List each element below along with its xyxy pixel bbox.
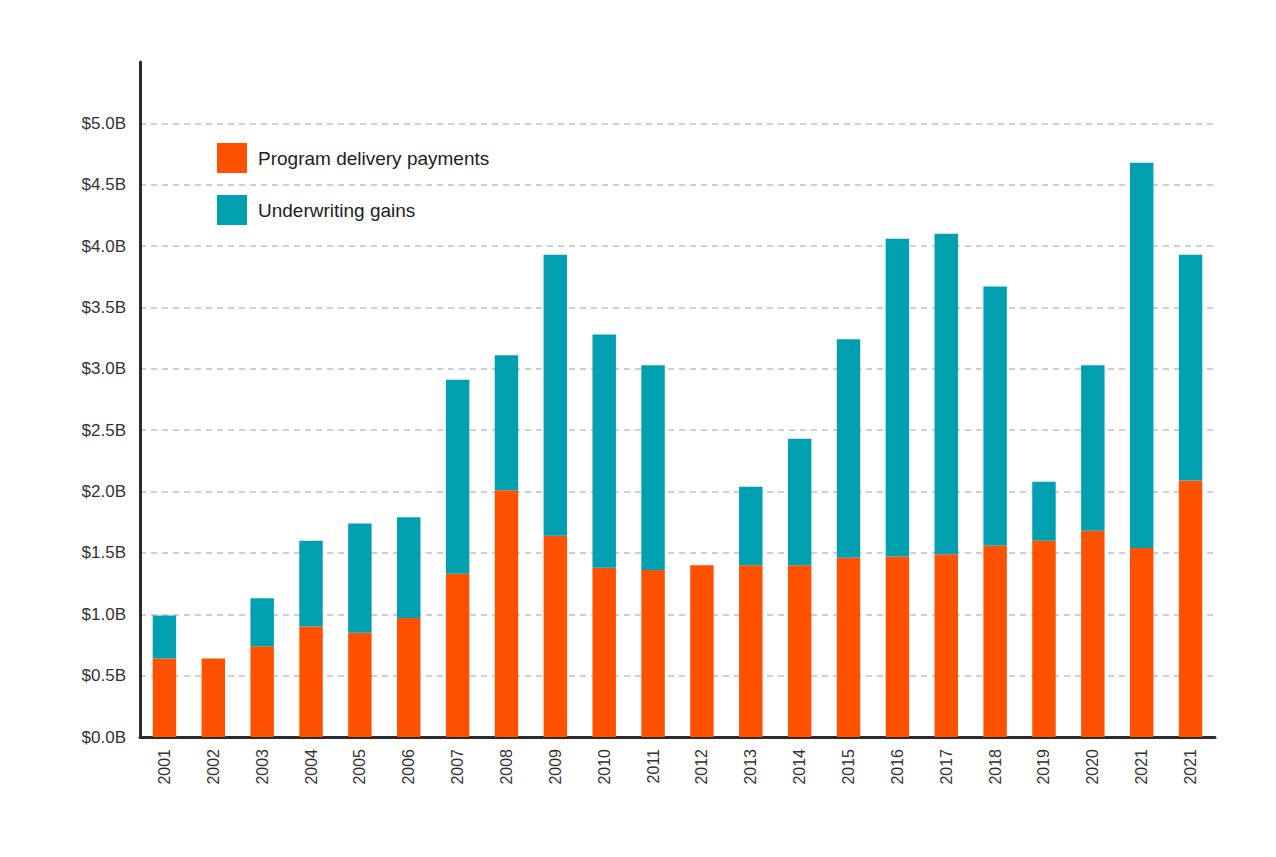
svg-text:2003: 2003 [254, 749, 271, 785]
svg-text:Underwriting gains: Underwriting gains [258, 200, 415, 221]
svg-text:Program delivery payments: Program delivery payments [258, 148, 489, 169]
svg-text:$5.0B: $5.0B [82, 114, 126, 133]
svg-text:2020: 2020 [1084, 749, 1101, 785]
svg-text:2019: 2019 [1035, 749, 1052, 785]
svg-text:2013: 2013 [742, 749, 759, 785]
svg-text:$4.0B: $4.0B [82, 237, 126, 256]
svg-text:2010: 2010 [596, 749, 613, 785]
svg-text:2005: 2005 [351, 749, 368, 785]
svg-text:2001: 2001 [156, 749, 173, 785]
svg-text:2011: 2011 [645, 749, 662, 784]
svg-text:$4.5B: $4.5B [82, 175, 126, 194]
svg-text:2015: 2015 [840, 749, 857, 785]
svg-text:2002: 2002 [205, 749, 222, 785]
svg-text:2008: 2008 [498, 749, 515, 785]
svg-text:2014: 2014 [791, 749, 808, 785]
svg-text:2016: 2016 [889, 749, 906, 785]
svg-text:2006: 2006 [400, 749, 417, 785]
svg-text:2021: 2021 [1133, 749, 1150, 785]
svg-text:2004: 2004 [303, 749, 320, 785]
svg-text:$2.0B: $2.0B [82, 482, 126, 501]
svg-text:2018: 2018 [987, 749, 1004, 785]
svg-text:2007: 2007 [449, 749, 466, 785]
svg-text:$2.5B: $2.5B [82, 421, 126, 440]
svg-text:$1.0B: $1.0B [82, 605, 126, 624]
svg-text:$3.5B: $3.5B [82, 298, 126, 317]
svg-text:2012: 2012 [693, 749, 710, 785]
svg-text:$3.0B: $3.0B [82, 359, 126, 378]
svg-text:2017: 2017 [938, 749, 955, 785]
svg-text:2009: 2009 [547, 749, 564, 785]
svg-text:2021: 2021 [1182, 749, 1199, 785]
svg-text:$0.0B: $0.0B [82, 728, 126, 747]
svg-text:$1.5B: $1.5B [82, 543, 126, 562]
svg-text:$0.5B: $0.5B [82, 666, 126, 685]
